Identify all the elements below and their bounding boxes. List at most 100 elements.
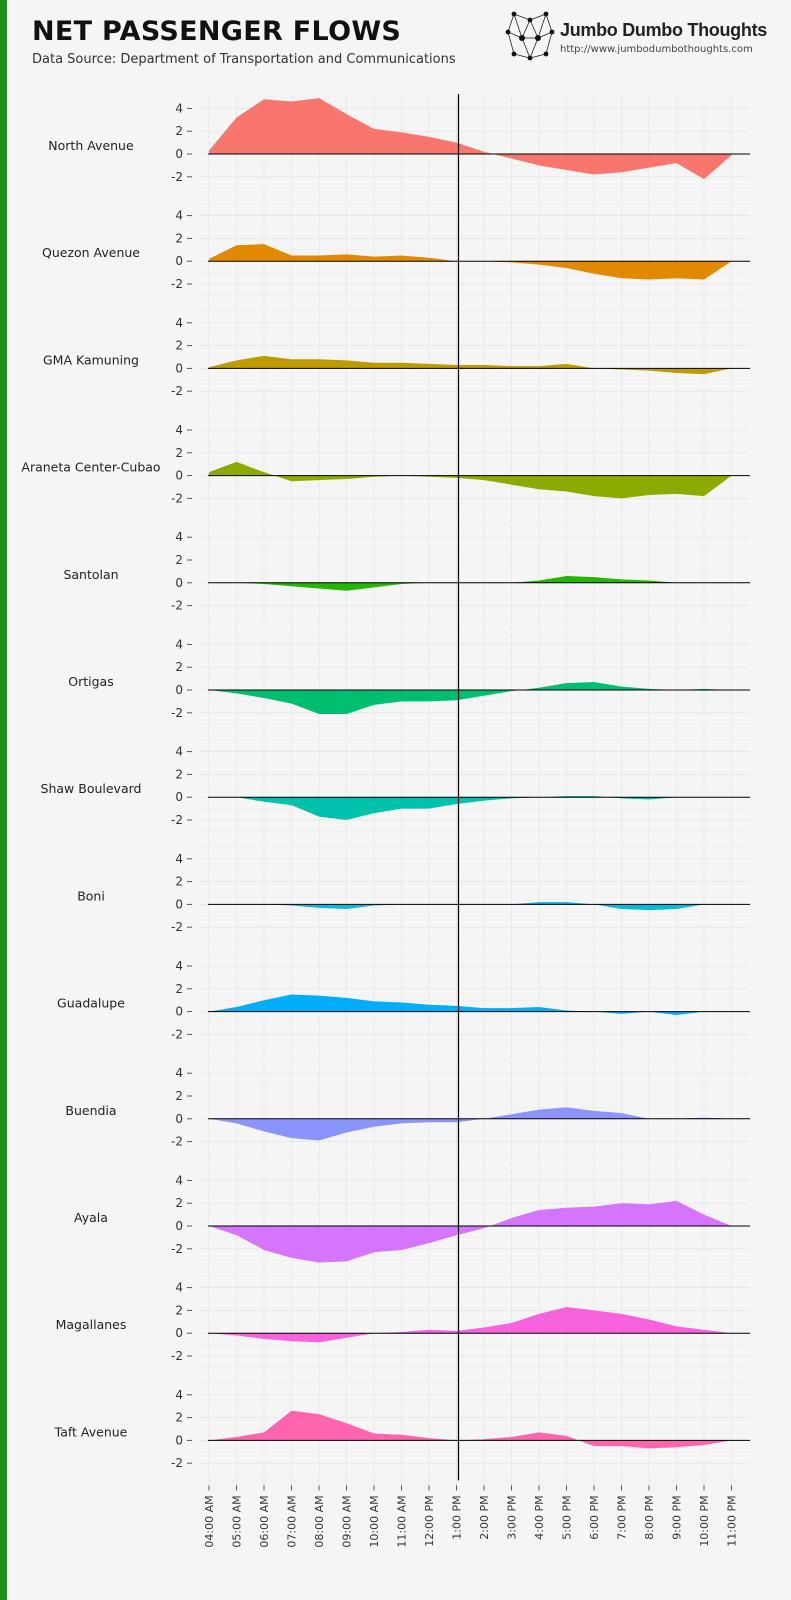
- y-tick-label: -2: [171, 1027, 183, 1041]
- x-tick-label: 8:00 PM: [643, 1495, 656, 1539]
- station-label: GMA Kamuning: [43, 352, 139, 367]
- y-tick-label: 0: [175, 790, 183, 804]
- area-ortigas: [209, 682, 732, 714]
- y-tick-label: 4: [175, 1173, 183, 1187]
- area-gma-kamuning: [209, 355, 732, 375]
- area-boni: [209, 902, 732, 911]
- area-taft-avenue: [209, 1410, 732, 1449]
- grid-layer: [200, 96, 750, 1489]
- station-label: Boni: [77, 888, 105, 903]
- y-tick-label: 0: [175, 469, 183, 483]
- area-layer: [209, 98, 732, 1449]
- brand-url[interactable]: http://www.jumbodumbothoughts.com: [560, 44, 753, 55]
- x-tick-label: 6:00 PM: [588, 1495, 601, 1539]
- y-tick-label: -2: [171, 813, 183, 827]
- x-tick-label: 5:00 PM: [561, 1495, 574, 1539]
- brand-name: Jumbo Dumbo Thoughts: [560, 20, 767, 40]
- y-tick-label: 2: [175, 231, 183, 245]
- y-tick-label: 4: [175, 423, 183, 437]
- y-tick-label: 0: [175, 147, 183, 161]
- axis-layer: 4 2 0 -2 North Avenue 4 2 0 -2 Quezon Avenue 4 2 0 -2…: [21, 94, 750, 1548]
- y-tick-label: 2: [175, 767, 183, 781]
- y-tick-label: 0: [175, 1005, 183, 1019]
- y-tick-label: 2: [175, 1089, 183, 1103]
- y-tick-label: 2: [175, 1303, 183, 1317]
- y-tick-label: 0: [175, 254, 183, 268]
- y-tick-label: -2: [171, 706, 183, 720]
- y-tick-label: 4: [175, 1281, 183, 1295]
- y-tick-label: -2: [171, 384, 183, 398]
- y-tick-label: 4: [175, 101, 183, 115]
- x-tick-label: 04:00 AM: [203, 1495, 216, 1547]
- y-tick-label: 2: [175, 124, 183, 138]
- x-tick-label: 08:00 AM: [313, 1495, 326, 1547]
- area-santolan: [209, 575, 732, 591]
- chart-title: NET PASSENGER FLOWS: [32, 16, 402, 47]
- station-label: Quezon Avenue: [42, 245, 140, 260]
- area-ayala: [209, 1200, 732, 1263]
- x-tick-label: 07:00 AM: [286, 1495, 299, 1547]
- y-tick-label: -2: [171, 1135, 183, 1149]
- x-tick-label: 2:00 PM: [478, 1495, 491, 1539]
- y-tick-label: -2: [171, 1456, 183, 1470]
- y-tick-label: 2: [175, 553, 183, 567]
- station-label: Buendia: [65, 1103, 116, 1118]
- x-tick-label: 3:00 PM: [506, 1495, 519, 1539]
- x-tick-label: 09:00 AM: [341, 1495, 354, 1547]
- area-quezon-avenue: [209, 244, 732, 280]
- y-tick-label: 2: [175, 660, 183, 674]
- y-tick-label: 2: [175, 339, 183, 353]
- area-araneta-center-cubao: [209, 461, 732, 499]
- x-tick-label: 10:00 PM: [698, 1495, 711, 1546]
- y-tick-label: -2: [171, 599, 183, 613]
- station-label: Taft Avenue: [54, 1424, 128, 1439]
- y-tick-label: 0: [175, 1326, 183, 1340]
- y-tick-label: -2: [171, 277, 183, 291]
- x-tick-label: 10:00 AM: [368, 1495, 381, 1547]
- y-tick-label: 2: [175, 446, 183, 460]
- area-north-avenue: [209, 98, 732, 180]
- y-tick-label: 0: [175, 1112, 183, 1126]
- x-tick-label: 12:00 PM: [423, 1495, 436, 1546]
- y-tick-label: 4: [175, 1388, 183, 1402]
- y-tick-label: 4: [175, 745, 183, 759]
- area-shaw-boulevard: [209, 796, 732, 820]
- y-tick-label: -2: [171, 170, 183, 184]
- area-buendia: [209, 1107, 732, 1141]
- y-tick-label: 4: [175, 1066, 183, 1080]
- y-tick-label: 0: [175, 576, 183, 590]
- area-magallanes: [209, 1306, 732, 1343]
- area-guadalupe: [209, 994, 732, 1016]
- chart-subtitle: Data Source: Department of Transportatio…: [32, 52, 456, 67]
- y-tick-label: 0: [175, 897, 183, 911]
- y-tick-label: -2: [171, 1242, 183, 1256]
- x-tick-label: 06:00 AM: [258, 1495, 271, 1547]
- station-label: Magallanes: [56, 1317, 127, 1332]
- y-tick-label: -2: [171, 1349, 183, 1363]
- y-tick-label: 4: [175, 637, 183, 651]
- x-tick-label: 9:00 PM: [671, 1495, 684, 1539]
- station-label: Santolan: [63, 567, 118, 582]
- y-tick-label: 0: [175, 1219, 183, 1233]
- x-tick-label: 05:00 AM: [231, 1495, 244, 1547]
- x-tick-label: 11:00 AM: [396, 1495, 409, 1547]
- y-tick-label: 2: [175, 1411, 183, 1425]
- brand-block[interactable]: Jumbo Dumbo Thoughts http://www.jumbodum…: [504, 10, 784, 62]
- station-label: North Avenue: [48, 138, 134, 153]
- y-tick-label: 2: [175, 875, 183, 889]
- y-tick-label: 4: [175, 530, 183, 544]
- y-tick-label: 0: [175, 683, 183, 697]
- y-tick-label: 4: [175, 852, 183, 866]
- y-tick-label: 4: [175, 959, 183, 973]
- station-label: Araneta Center-Cubao: [21, 460, 160, 475]
- x-tick-label: 7:00 PM: [616, 1495, 629, 1539]
- y-tick-label: 2: [175, 1196, 183, 1210]
- x-tick-label: 4:00 PM: [533, 1495, 546, 1539]
- y-tick-label: 0: [175, 361, 183, 375]
- station-label: Shaw Boulevard: [41, 781, 142, 796]
- y-tick-label: 4: [175, 316, 183, 330]
- left-accent-bar: [0, 0, 7, 1600]
- station-label: Ayala: [74, 1210, 108, 1225]
- y-tick-label: -2: [171, 920, 183, 934]
